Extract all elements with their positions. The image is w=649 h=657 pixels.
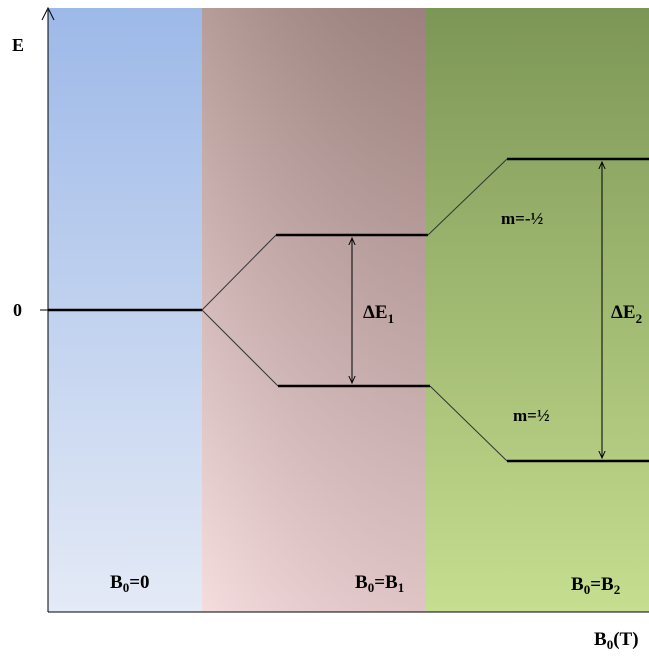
split-line-lower-2 xyxy=(429,385,508,462)
level-label-upper: m=-½ xyxy=(501,209,544,228)
x-axis-label: B0(T) xyxy=(594,629,639,652)
y-axis-arrow-icon xyxy=(41,6,55,21)
region-b0-b1-shade xyxy=(202,8,426,612)
zero-label: 0 xyxy=(13,300,22,320)
delta-e2-label: ΔE2 xyxy=(611,302,642,326)
region-b0-b2 xyxy=(426,8,649,612)
region-label-b0-b2: B0=B2 xyxy=(571,574,620,597)
x-axis-label-main: B xyxy=(594,629,607,650)
level-label-lower: m=½ xyxy=(513,406,550,425)
split-line-upper-2 xyxy=(427,158,508,236)
region-label-b0-b1: B0=B1 xyxy=(355,572,404,595)
x-axis-label-unit: (T) xyxy=(613,629,638,650)
region-label-b0-zero: B0=0 xyxy=(110,572,150,595)
split-line-lower-1 xyxy=(201,309,279,387)
split-line-upper-1 xyxy=(201,234,277,311)
delta-e1-label: ΔE1 xyxy=(363,302,394,326)
y-axis-label: E xyxy=(12,35,24,55)
x-axis-label-sub: 0 xyxy=(607,637,614,652)
